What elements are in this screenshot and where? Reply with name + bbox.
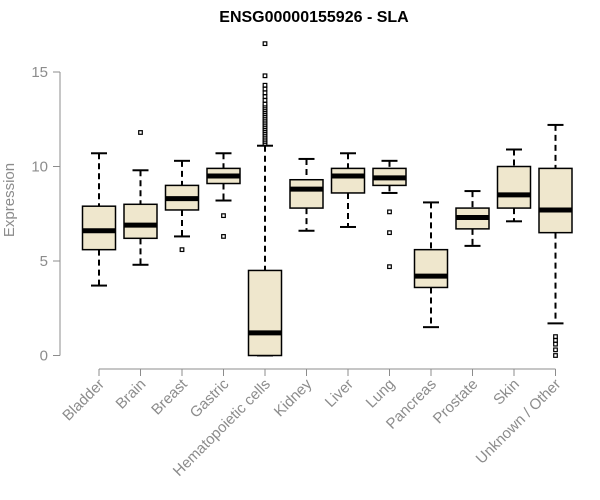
outlier-point <box>553 353 558 358</box>
x-category-label: Lung <box>363 376 399 412</box>
box-iqr <box>496 165 532 209</box>
plot-area <box>81 41 573 358</box>
x-category-label: Bladder <box>59 376 108 425</box>
outlier-point <box>262 90 268 96</box>
box-brain <box>123 130 158 266</box>
outlier-point <box>138 130 143 135</box>
box-iqr <box>123 203 158 240</box>
x-category-label: Liver <box>322 376 357 411</box>
y-tick-label: 10 <box>31 159 48 176</box>
outlier-point <box>553 337 558 343</box>
outlier-point <box>553 347 558 353</box>
box-hematopoietic-cells <box>247 41 283 357</box>
chart-title: ENSG00000155926 - SLA <box>219 9 409 26</box>
outlier-point <box>387 209 392 215</box>
box-skin <box>496 148 532 223</box>
outlier-point <box>262 41 268 47</box>
box-breast <box>164 159 200 253</box>
box-prostate <box>455 190 490 247</box>
outlier-point <box>262 97 268 103</box>
box-liver <box>330 152 366 228</box>
outlier-point <box>553 334 558 339</box>
box-lung <box>372 159 407 270</box>
y-tick-label: 0 <box>40 348 48 365</box>
outlier-point <box>262 86 268 92</box>
outlier-point <box>221 213 226 219</box>
x-category-label: Skin <box>490 376 523 409</box>
y-tick-label: 15 <box>31 64 48 81</box>
x-category-label: Brain <box>113 376 150 413</box>
box-unknown-other <box>538 123 573 358</box>
outlier-point <box>262 101 268 107</box>
outlier-point <box>262 94 268 99</box>
box-iqr <box>413 248 449 289</box>
box-iqr <box>289 178 324 209</box>
outlier-point <box>553 341 558 347</box>
x-category-label: Breast <box>148 375 191 418</box>
outlier-point <box>387 230 392 236</box>
outlier-point <box>221 234 226 239</box>
box-iqr <box>330 167 366 194</box>
y-tick-label: 5 <box>40 253 48 270</box>
box-iqr <box>81 205 117 251</box>
box-iqr <box>538 167 573 234</box>
x-category-label: Prostate <box>430 376 482 428</box>
y-axis-label: Expression <box>1 163 18 237</box>
box-kidney <box>289 157 324 232</box>
box-bladder <box>81 152 117 287</box>
outlier-point <box>387 264 392 270</box>
outlier-point <box>179 247 185 253</box>
y-axis: 0 5 10 15 <box>31 64 61 365</box>
box-iqr <box>247 269 283 357</box>
outlier-point <box>262 73 268 79</box>
outlier-point <box>262 82 268 88</box>
box-gastric <box>206 152 241 239</box>
x-category-label: Kidney <box>271 375 316 420</box>
box-pancreas <box>413 201 449 329</box>
